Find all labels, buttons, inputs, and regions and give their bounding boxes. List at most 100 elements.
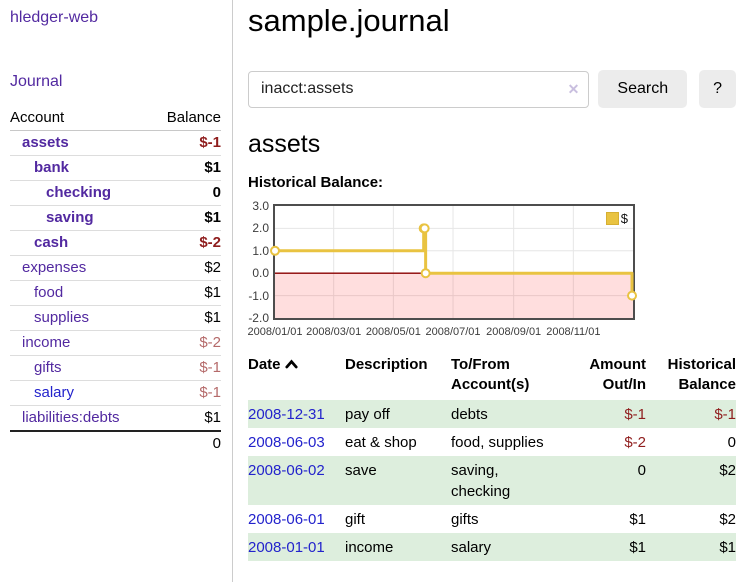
y-axis-tick-label: 3.0 [252, 199, 269, 213]
transaction-balance: $1 [719, 539, 736, 556]
chart-data-markers [270, 223, 638, 301]
search-button[interactable]: Search [598, 70, 688, 108]
transaction-balance: $2 [719, 462, 736, 479]
y-axis-tick-label: 0.0 [252, 266, 269, 281]
register-header-description: Description [345, 356, 428, 373]
register-header-date: Date [248, 356, 281, 373]
transaction-description: income [345, 539, 394, 556]
transaction-amount: $-1 [624, 406, 646, 423]
account-link-cash[interactable]: cash [34, 234, 69, 251]
account-link-bank[interactable]: bank [34, 159, 70, 176]
transaction-balance: $2 [719, 511, 736, 528]
x-axis-tick-label: 2008/01/01 [247, 326, 303, 338]
account-row-gifts: gifts $-1 [10, 356, 221, 381]
register-row-2008-01-01: 2008-01-01 income salary $1 $1 [248, 533, 736, 561]
search-input[interactable] [248, 70, 590, 108]
account-balance: $-2 [199, 234, 221, 251]
account-row-liabilities-debts: liabilities:debts $1 [10, 406, 221, 430]
x-axis-tick-label: 2008/07/01 [425, 326, 481, 338]
transaction-description: gift [345, 511, 366, 528]
accounts-header-account: Account [10, 109, 65, 126]
transaction-amount: $1 [629, 539, 646, 556]
transaction-amount: $1 [629, 511, 646, 528]
account-balance: $-2 [199, 334, 221, 351]
chart-plot-area: $ [270, 204, 638, 320]
account-balance: 0 [212, 184, 221, 201]
register-header-row: Date Description To/From Account(s) Amou… [248, 353, 736, 400]
chart-data-point [627, 290, 638, 301]
app-title-link[interactable]: hledger-web [10, 9, 99, 26]
clear-search-icon[interactable]: ✕ [567, 80, 580, 97]
account-link-gifts[interactable]: gifts [34, 359, 62, 376]
sort-ascending-icon [284, 359, 298, 369]
account-link-supplies[interactable]: supplies [34, 309, 90, 326]
search-box: ✕ [248, 70, 590, 108]
x-axis-tick-label: 2008/05/01 [365, 326, 421, 338]
transaction-date-link[interactable]: 2008-01-01 [248, 539, 325, 556]
legend-swatch-icon [605, 212, 619, 225]
account-row-expenses: expenses $2 [10, 256, 221, 281]
transaction-description: save [345, 462, 377, 479]
account-link-salary[interactable]: salary [34, 384, 75, 401]
account-row-bank: bank $1 [10, 156, 221, 181]
historical-balance-chart: $ 3.0 2.0 1.0 0.0 -1.0 -2.0 2008/01/01 2008/03/… [247, 198, 736, 341]
transaction-accounts: saving, checking [451, 462, 511, 500]
register-header-accounts: To/From Account(s) [451, 356, 530, 393]
search-form: ✕ Search ? [248, 70, 736, 108]
y-axis-tick-label: -1.0 [248, 288, 269, 303]
chart-data-point [419, 223, 430, 234]
transaction-balance: 0 [727, 434, 736, 451]
transaction-date-link[interactable]: 2008-06-01 [248, 511, 325, 528]
register-row-2008-06-02: 2008-06-02 save saving, checking 0 $2 [248, 456, 736, 505]
accounts-table: Account Balance assets $-1 bank $1 checking 0… [10, 106, 221, 456]
account-link-food[interactable]: food [34, 284, 64, 301]
account-link-liabilities-debts[interactable]: liabilities:debts [22, 409, 120, 426]
account-row-assets: assets $-1 [10, 131, 221, 156]
account-balance: $-1 [199, 384, 221, 401]
account-link-income[interactable]: income [22, 334, 71, 351]
transaction-amount: $-2 [624, 434, 646, 451]
account-balance: $1 [204, 159, 221, 176]
account-balance: $-1 [199, 359, 221, 376]
register-row-2008-12-31: 2008-12-31 pay off debts $-1 $-1 [248, 400, 736, 428]
transaction-date-link[interactable]: 2008-06-02 [248, 462, 325, 479]
help-button[interactable]: ? [699, 70, 736, 108]
x-axis-tick-label: 2008/11/01 [546, 326, 601, 338]
transaction-accounts: food, supplies [451, 434, 544, 451]
account-balance: $1 [204, 409, 221, 426]
account-balance: $1 [204, 284, 221, 301]
account-row-salary: salary $-1 [10, 381, 221, 406]
register-row-2008-06-03: 2008-06-03 eat & shop food, supplies $-2 0 [248, 428, 736, 456]
account-link-assets[interactable]: assets [22, 134, 69, 151]
transaction-date-link[interactable]: 2008-06-03 [248, 434, 325, 451]
transaction-description: eat & shop [345, 434, 417, 451]
y-axis-tick-label: 2.0 [252, 221, 269, 236]
account-link-checking[interactable]: checking [46, 184, 112, 201]
account-row-food: food $1 [10, 281, 221, 306]
account-link-saving[interactable]: saving [46, 209, 94, 226]
account-row-income: income $-2 [10, 331, 221, 356]
accounts-rows: assets $-1 bank $1 checking 0 saving $1 cash $-2 e… [10, 131, 221, 430]
account-link-expenses[interactable]: expenses [22, 259, 87, 276]
sidebar: hledger-web Journal Account Balance asse… [0, 0, 233, 582]
y-axis-tick-label: -2.0 [248, 311, 269, 325]
x-axis-tick-label: 2008/03/01 [306, 326, 362, 338]
register-table: Date Description To/From Account(s) Amou… [248, 353, 736, 561]
register-header-amount: Amount Out/In [589, 356, 646, 393]
transaction-balance: $-1 [714, 406, 736, 423]
y-axis-tick-label: 1.0 [252, 243, 269, 258]
transaction-date-link[interactable]: 2008-12-31 [248, 406, 325, 423]
account-balance: $-1 [199, 134, 221, 151]
register-row-2008-06-01: 2008-06-01 gift gifts $1 $2 [248, 505, 736, 533]
sort-by-date-link[interactable]: Date [248, 356, 298, 373]
transaction-accounts: gifts [451, 511, 479, 528]
account-heading: assets [248, 130, 321, 158]
x-axis-tick-label: 2008/09/01 [486, 326, 542, 338]
transaction-description: pay off [345, 406, 390, 423]
page-title: sample.journal [248, 3, 450, 38]
account-row-cash: cash $-2 [10, 231, 221, 256]
register-header-balance: Historical Balance [667, 356, 736, 393]
sidebar-item-journal[interactable]: Journal [10, 73, 63, 90]
legend-series-label: $ [620, 211, 628, 226]
chart-legend: $ [605, 211, 628, 226]
